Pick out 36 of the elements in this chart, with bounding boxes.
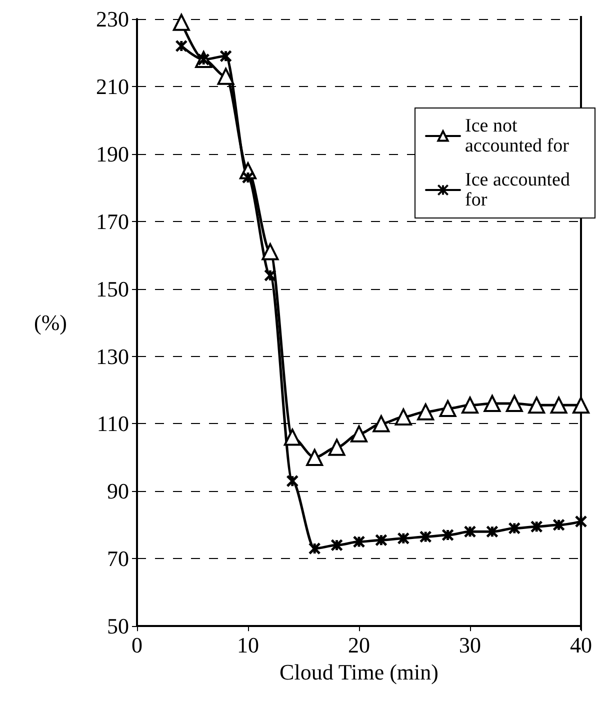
point [284,428,301,446]
y-tick-label: 150 [96,276,129,302]
y-tick-label: 130 [96,344,129,369]
point [550,396,568,414]
x-tick-label: 30 [459,632,481,658]
y-tick-label: 190 [96,141,129,166]
point [506,394,523,412]
point [306,448,324,466]
legend-label: Ice not accounted for [465,116,570,156]
point [350,425,368,442]
point [462,396,478,414]
point [372,415,390,432]
point [484,394,501,412]
point [217,68,234,85]
legend-label: Ice accounted for [465,170,575,210]
x-tick-label: 0 [132,632,142,658]
y-tick-label: 110 [96,411,129,436]
y-tick-label: 230 [96,6,129,32]
x-tick-label: 10 [237,632,259,658]
point [262,243,279,260]
point [528,396,546,414]
y-axis-title: (%) [34,310,67,336]
point [394,408,412,426]
y-tick-label: 170 [96,208,129,234]
y-tick-label: 210 [96,74,129,99]
point [417,403,434,420]
point [439,400,456,418]
point [328,438,346,456]
x-axis-title: Cloud Time (min) [280,660,438,684]
y-tick-label: 50 [107,614,129,639]
point [172,14,190,31]
y-tick-label: 90 [107,478,129,504]
x-tick-label: 40 [570,632,592,658]
x-tick-label: 20 [348,632,370,658]
y-tick-label: 70 [107,546,129,572]
point [572,396,590,414]
